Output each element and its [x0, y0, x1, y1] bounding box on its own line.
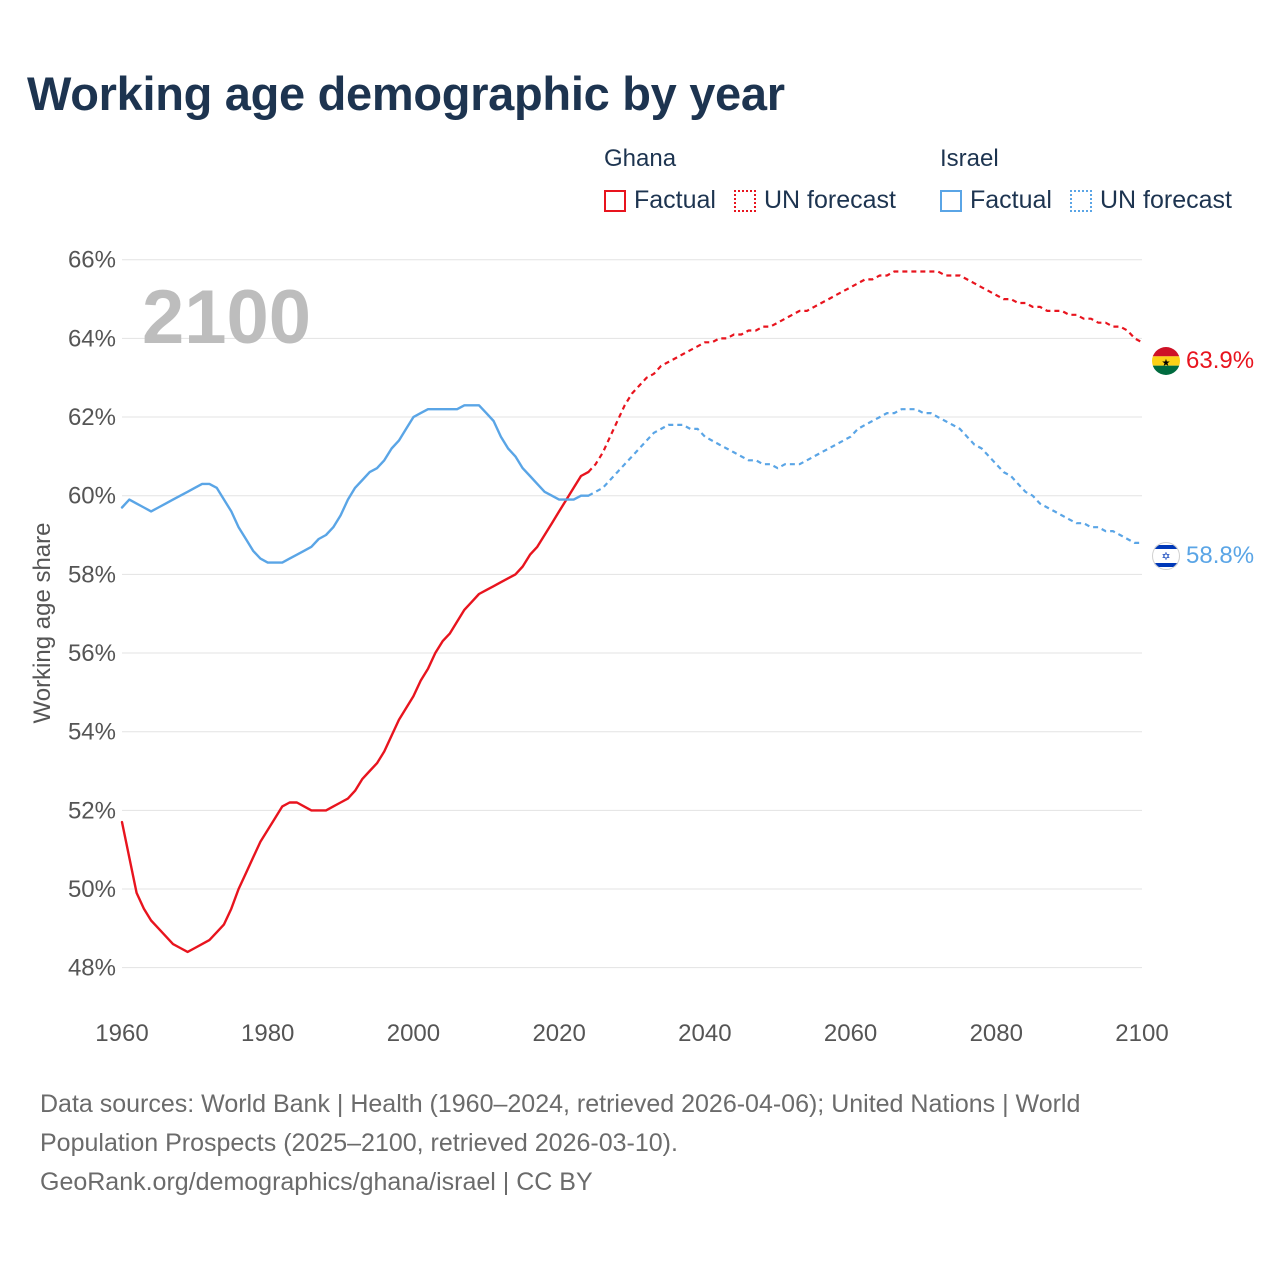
- legend-label: UN forecast: [763, 186, 896, 214]
- y-tick-label: 66%: [68, 247, 116, 274]
- y-axis-label: Working age share: [29, 523, 56, 724]
- x-tick-label: 2100: [1115, 1020, 1168, 1047]
- legend-group-name: Israel: [940, 145, 999, 172]
- y-tick-label: 64%: [68, 325, 116, 352]
- current-year-watermark: 2100: [142, 275, 311, 360]
- x-tick-label: 2000: [387, 1020, 440, 1047]
- y-tick-label: 56%: [68, 640, 116, 667]
- axis-layer: 48% 50% 52% 54% 56% 58% 60% 62% 64% 66% 1960 1980 20…: [68, 247, 1169, 1047]
- y-tick-label: 60%: [68, 483, 116, 510]
- data-sources-note: Data sources: World Bank | Health (1960–…: [40, 1090, 1081, 1157]
- legend-group-ghana: Ghana Factual UN forecast: [604, 144, 896, 215]
- legend-item-israel-forecast[interactable]: UN forecast: [1069, 186, 1232, 215]
- y-tick-label: 58%: [68, 561, 116, 588]
- x-tick-label: 2080: [970, 1020, 1023, 1047]
- x-tick-label: 2040: [678, 1020, 731, 1047]
- legend-label: Factual: [970, 186, 1052, 214]
- credit-link[interactable]: GeoRank.org/demographics/ghana/israel | …: [40, 1168, 593, 1196]
- legend-item-israel-factual[interactable]: Factual: [940, 186, 1052, 215]
- ghana-factual-line[interactable]: [120, 470, 590, 954]
- x-tick-label: 2060: [824, 1020, 877, 1047]
- x-tick-label: 2020: [532, 1020, 585, 1047]
- legend-swatch-dotted: [1069, 189, 1092, 212]
- ghana-forecast-line[interactable]: [587, 270, 1143, 473]
- series-layer: [120, 270, 1143, 954]
- legend-swatch-solid: [604, 189, 626, 212]
- y-tick-label: 62%: [68, 404, 116, 431]
- y-tick-label: 54%: [68, 719, 116, 746]
- y-tick-label: 50%: [68, 876, 116, 903]
- ghana-flag-icon: ★: [1152, 347, 1180, 375]
- svg-text:★: ★: [1162, 358, 1171, 369]
- israel-end-value-label: 58.8%: [1186, 542, 1254, 569]
- legend-item-ghana-forecast[interactable]: UN forecast: [733, 186, 896, 215]
- legend-item-ghana-factual[interactable]: Factual: [604, 186, 716, 215]
- legend-label: UN forecast: [1099, 186, 1232, 214]
- footer: Data sources: World Bank | Health (1960–…: [40, 1085, 1160, 1202]
- x-tick-label: 1980: [241, 1020, 294, 1047]
- ghana-end-value-label: 63.9%: [1186, 347, 1254, 374]
- line-chart: 48% 50% 52% 54% 56% 58% 60% 62% 64% 66% 1960 1980 20…: [29, 247, 1254, 1047]
- grid-layer: [122, 259, 1142, 969]
- legend-swatch-solid: [940, 189, 962, 212]
- y-tick-label: 48%: [68, 955, 116, 982]
- chart-title: Working age demographic by year: [27, 67, 785, 120]
- israel-flag-icon: ✡: [1152, 542, 1180, 570]
- legend-label: Factual: [634, 186, 716, 214]
- israel-factual-line[interactable]: [120, 404, 590, 564]
- legend-group-israel: Israel Factual UN forecast: [940, 144, 1232, 215]
- x-tick-label: 1960: [95, 1020, 148, 1047]
- y-tick-label: 52%: [68, 797, 116, 824]
- legend-swatch-dotted: [733, 189, 756, 212]
- legend-group-name: Ghana: [604, 145, 677, 172]
- israel-forecast-line[interactable]: [587, 408, 1142, 544]
- end-label-layer: ★ ✡ 63.9% 58.8%: [1152, 347, 1254, 570]
- svg-text:✡: ✡: [1161, 551, 1170, 563]
